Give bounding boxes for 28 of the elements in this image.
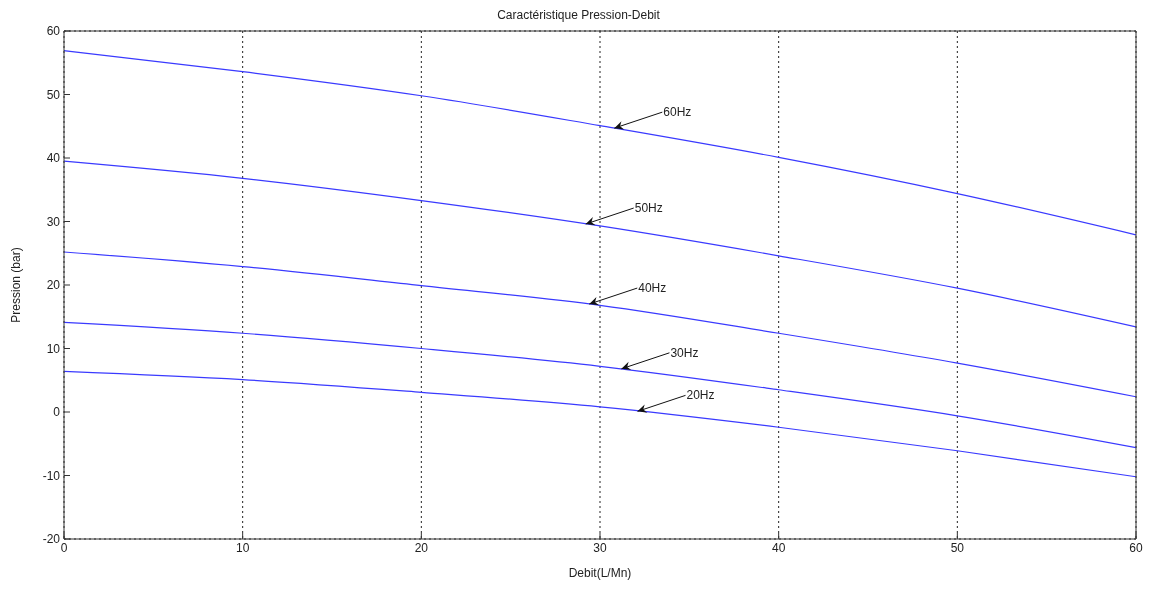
line-series (64, 321, 1136, 449)
x-tick-label: 60 (1129, 540, 1143, 555)
annotation: 20Hz (686, 388, 715, 403)
x-tick-label: 50 (950, 540, 965, 555)
line-series (64, 370, 1136, 478)
annotation: 30Hz (670, 345, 699, 360)
annotation: 50Hz (634, 201, 663, 216)
annotation: 60Hz (663, 105, 692, 120)
y-tick-label: 40 (46, 151, 61, 166)
x-tick-label: 10 (235, 540, 250, 555)
y-tick-label: 20 (46, 278, 61, 293)
x-tick-label: 20 (414, 540, 429, 555)
y-tick-label: 0 (53, 405, 61, 420)
line-series (64, 50, 1136, 236)
y-tick-label: 60 (46, 24, 61, 39)
y-axis-title: Pression (bar) (9, 247, 24, 323)
y-tick-label: -10 (42, 468, 61, 483)
x-axis-title: Debit(L/Mn) (568, 566, 632, 580)
y-tick-label: -20 (42, 532, 61, 547)
line-series (64, 251, 1136, 398)
line-series (64, 160, 1136, 328)
chart-title: Caractéristique Pression-Debit (496, 8, 661, 24)
y-tick-label: 30 (46, 214, 61, 229)
y-tick-label: 50 (46, 87, 61, 102)
x-tick-label: 30 (593, 540, 607, 555)
y-tick-label: 10 (46, 341, 61, 356)
x-tick-label: 40 (771, 540, 786, 555)
annotation: 40Hz (638, 281, 667, 296)
